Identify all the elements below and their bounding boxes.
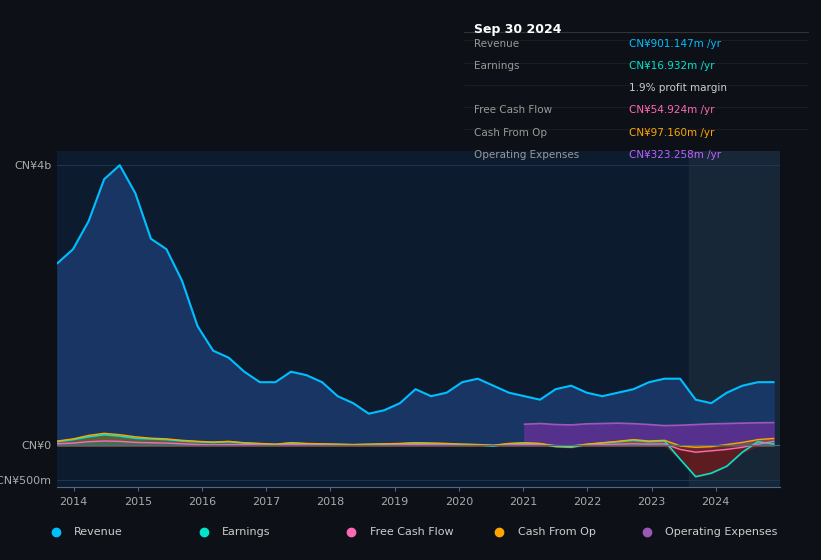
Text: 1.9% profit margin: 1.9% profit margin bbox=[630, 83, 727, 93]
Text: Cash From Op: Cash From Op bbox=[475, 128, 548, 138]
Text: Free Cash Flow: Free Cash Flow bbox=[475, 105, 553, 115]
Text: CN¥97.160m /yr: CN¥97.160m /yr bbox=[630, 128, 715, 138]
Text: Operating Expenses: Operating Expenses bbox=[475, 150, 580, 160]
Text: Revenue: Revenue bbox=[475, 39, 520, 49]
Text: CN¥54.924m /yr: CN¥54.924m /yr bbox=[630, 105, 715, 115]
Text: Cash From Op: Cash From Op bbox=[518, 527, 595, 537]
Text: Free Cash Flow: Free Cash Flow bbox=[370, 527, 453, 537]
Text: Revenue: Revenue bbox=[75, 527, 123, 537]
Text: Earnings: Earnings bbox=[222, 527, 271, 537]
Text: CN¥16.932m /yr: CN¥16.932m /yr bbox=[630, 61, 715, 71]
Text: Operating Expenses: Operating Expenses bbox=[666, 527, 777, 537]
Text: CN¥901.147m /yr: CN¥901.147m /yr bbox=[630, 39, 722, 49]
Text: Sep 30 2024: Sep 30 2024 bbox=[475, 22, 562, 36]
Text: Earnings: Earnings bbox=[475, 61, 520, 71]
Bar bbox=[689, 151, 780, 487]
Text: CN¥323.258m /yr: CN¥323.258m /yr bbox=[630, 150, 722, 160]
